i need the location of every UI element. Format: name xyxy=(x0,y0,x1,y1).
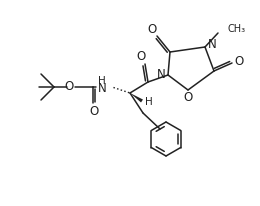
Text: O: O xyxy=(64,80,74,92)
Text: O: O xyxy=(136,49,146,62)
Text: O: O xyxy=(147,22,157,35)
Text: N: N xyxy=(157,68,165,81)
Text: H: H xyxy=(145,97,153,107)
Text: O: O xyxy=(234,55,244,68)
Text: O: O xyxy=(89,104,99,117)
Text: N: N xyxy=(208,37,216,50)
Text: O: O xyxy=(183,90,193,103)
Polygon shape xyxy=(130,93,143,102)
Text: N: N xyxy=(98,82,106,95)
Text: CH₃: CH₃ xyxy=(228,24,246,34)
Text: H: H xyxy=(98,76,106,86)
